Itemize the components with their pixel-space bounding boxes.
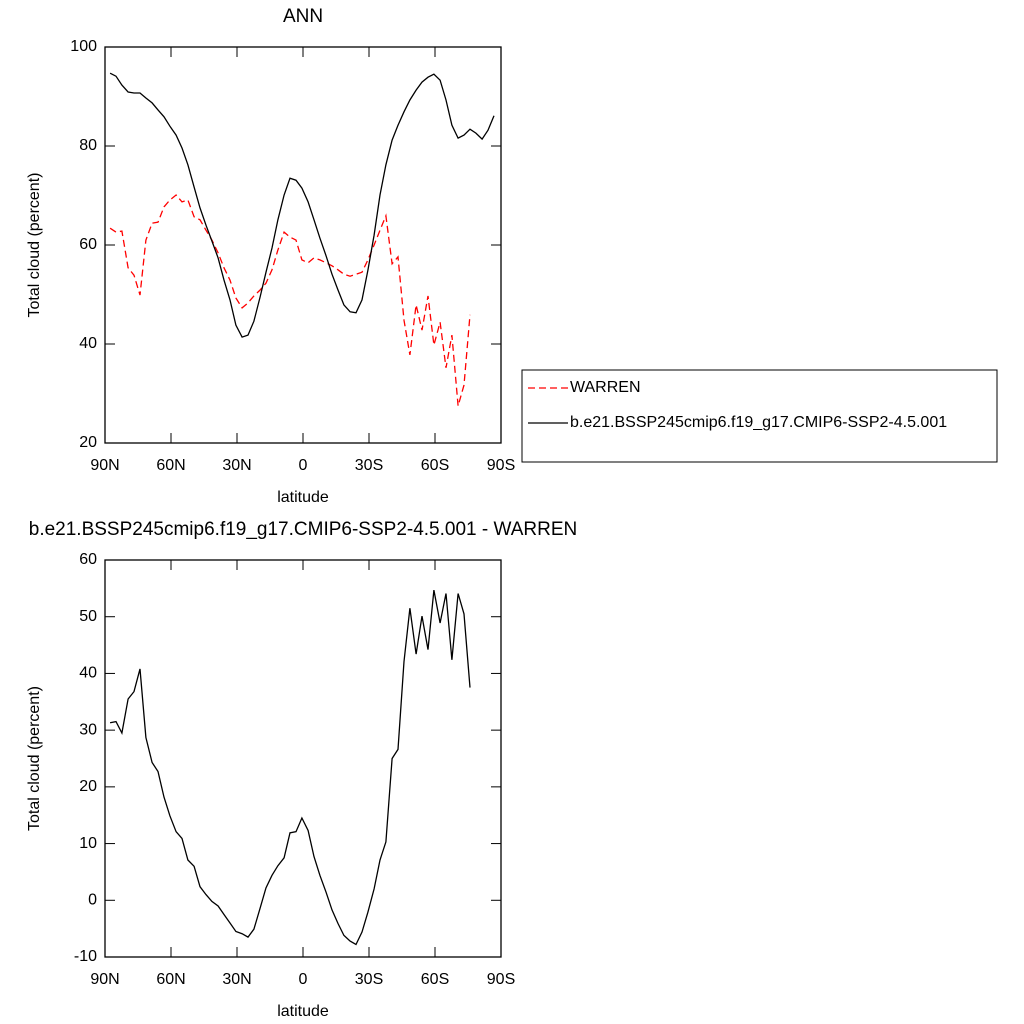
- x-axis-label: latitude: [277, 1003, 329, 1020]
- y-tick-label: 20: [79, 778, 97, 795]
- x-tick-label: 60S: [421, 457, 449, 474]
- x-tick-label: 30S: [355, 457, 383, 474]
- x-tick-label: 30N: [222, 971, 251, 988]
- data-line: [109, 589, 471, 946]
- y-tick-label: 100: [70, 38, 97, 55]
- y-tick-label: 10: [79, 835, 97, 852]
- y-tick-label: 80: [79, 137, 97, 154]
- y-tick-label: -10: [74, 948, 97, 965]
- x-axis-label: latitude: [277, 489, 329, 506]
- data-line: [109, 194, 471, 407]
- legend-box: [521, 369, 998, 463]
- y-tick-label: 40: [79, 335, 97, 352]
- x-tick-label: 90S: [487, 971, 515, 988]
- chart-title: ANN: [283, 6, 323, 27]
- x-tick-label: 90S: [487, 457, 515, 474]
- plot-frame: [104, 46, 502, 444]
- x-tick-label: 30S: [355, 971, 383, 988]
- y-axis-label: Total cloud (percent): [26, 173, 43, 318]
- chart-title: b.e21.BSSP245cmip6.f19_g17.CMIP6-SSP2-4.…: [29, 519, 577, 540]
- y-tick-label: 60: [79, 551, 97, 568]
- x-tick-label: 0: [299, 971, 308, 988]
- y-tick-label: 30: [79, 721, 97, 738]
- y-tick-label: 0: [88, 892, 97, 909]
- x-tick-label: 90N: [90, 971, 119, 988]
- x-tick-label: 60N: [156, 457, 185, 474]
- legend-label: WARREN: [570, 379, 641, 396]
- x-tick-label: 30N: [222, 457, 251, 474]
- y-tick-label: 20: [79, 434, 97, 451]
- y-tick-label: 60: [79, 236, 97, 253]
- x-tick-label: 60S: [421, 971, 449, 988]
- legend-label: b.e21.BSSP245cmip6.f19_g17.CMIP6-SSP2-4.…: [570, 414, 947, 431]
- plot-frame: [104, 559, 502, 958]
- y-axis-label: Total cloud (percent): [26, 686, 43, 831]
- x-tick-label: 60N: [156, 971, 185, 988]
- x-tick-label: 0: [299, 457, 308, 474]
- y-tick-label: 40: [79, 665, 97, 682]
- x-tick-label: 90N: [90, 457, 119, 474]
- y-tick-label: 50: [79, 608, 97, 625]
- data-line: [109, 72, 495, 338]
